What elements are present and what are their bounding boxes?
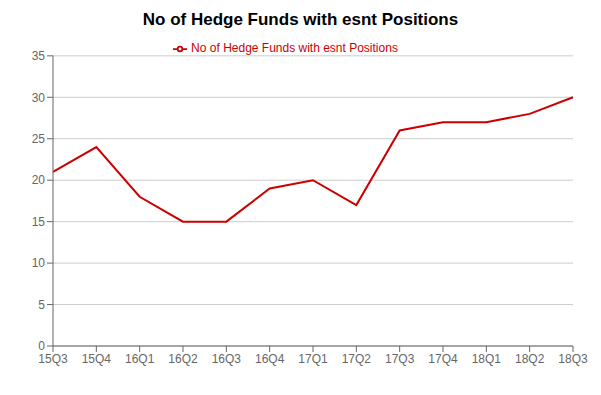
svg-text:30: 30 xyxy=(32,91,46,105)
html-text:No of Hedge Funds with esnt Po: No of Hedge Funds with esnt Positions xyxy=(142,10,459,29)
svg-text:18Q3: 18Q3 xyxy=(558,352,588,366)
svg-text:16Q1: 16Q1 xyxy=(125,352,155,366)
svg-text:17Q2: 17Q2 xyxy=(342,352,372,366)
svg-text:17Q3: 17Q3 xyxy=(385,352,415,366)
svg-text:15Q4: 15Q4 xyxy=(82,352,112,366)
svg-text:18Q2: 18Q2 xyxy=(515,352,545,366)
svg-text:17Q4: 17Q4 xyxy=(428,352,458,366)
svg-text:35: 35 xyxy=(32,49,46,63)
svg-text:15: 15 xyxy=(32,215,46,229)
svg-text:10: 10 xyxy=(32,256,46,270)
svg-text:0: 0 xyxy=(38,339,45,353)
svg-text:15Q3: 15Q3 xyxy=(38,352,68,366)
svg-text:17Q1: 17Q1 xyxy=(298,352,328,366)
svg-text:16Q3: 16Q3 xyxy=(212,352,242,366)
svg-text:18Q1: 18Q1 xyxy=(472,352,502,366)
svg-text:25: 25 xyxy=(32,132,46,146)
svg-text:5: 5 xyxy=(38,298,45,312)
html-text:No of Hedge Funds with esnt Po: No of Hedge Funds with esnt Positions xyxy=(191,41,398,55)
svg-text:16Q4: 16Q4 xyxy=(255,352,285,366)
svg-text:16Q2: 16Q2 xyxy=(168,352,198,366)
svg-text:20: 20 xyxy=(32,173,46,187)
